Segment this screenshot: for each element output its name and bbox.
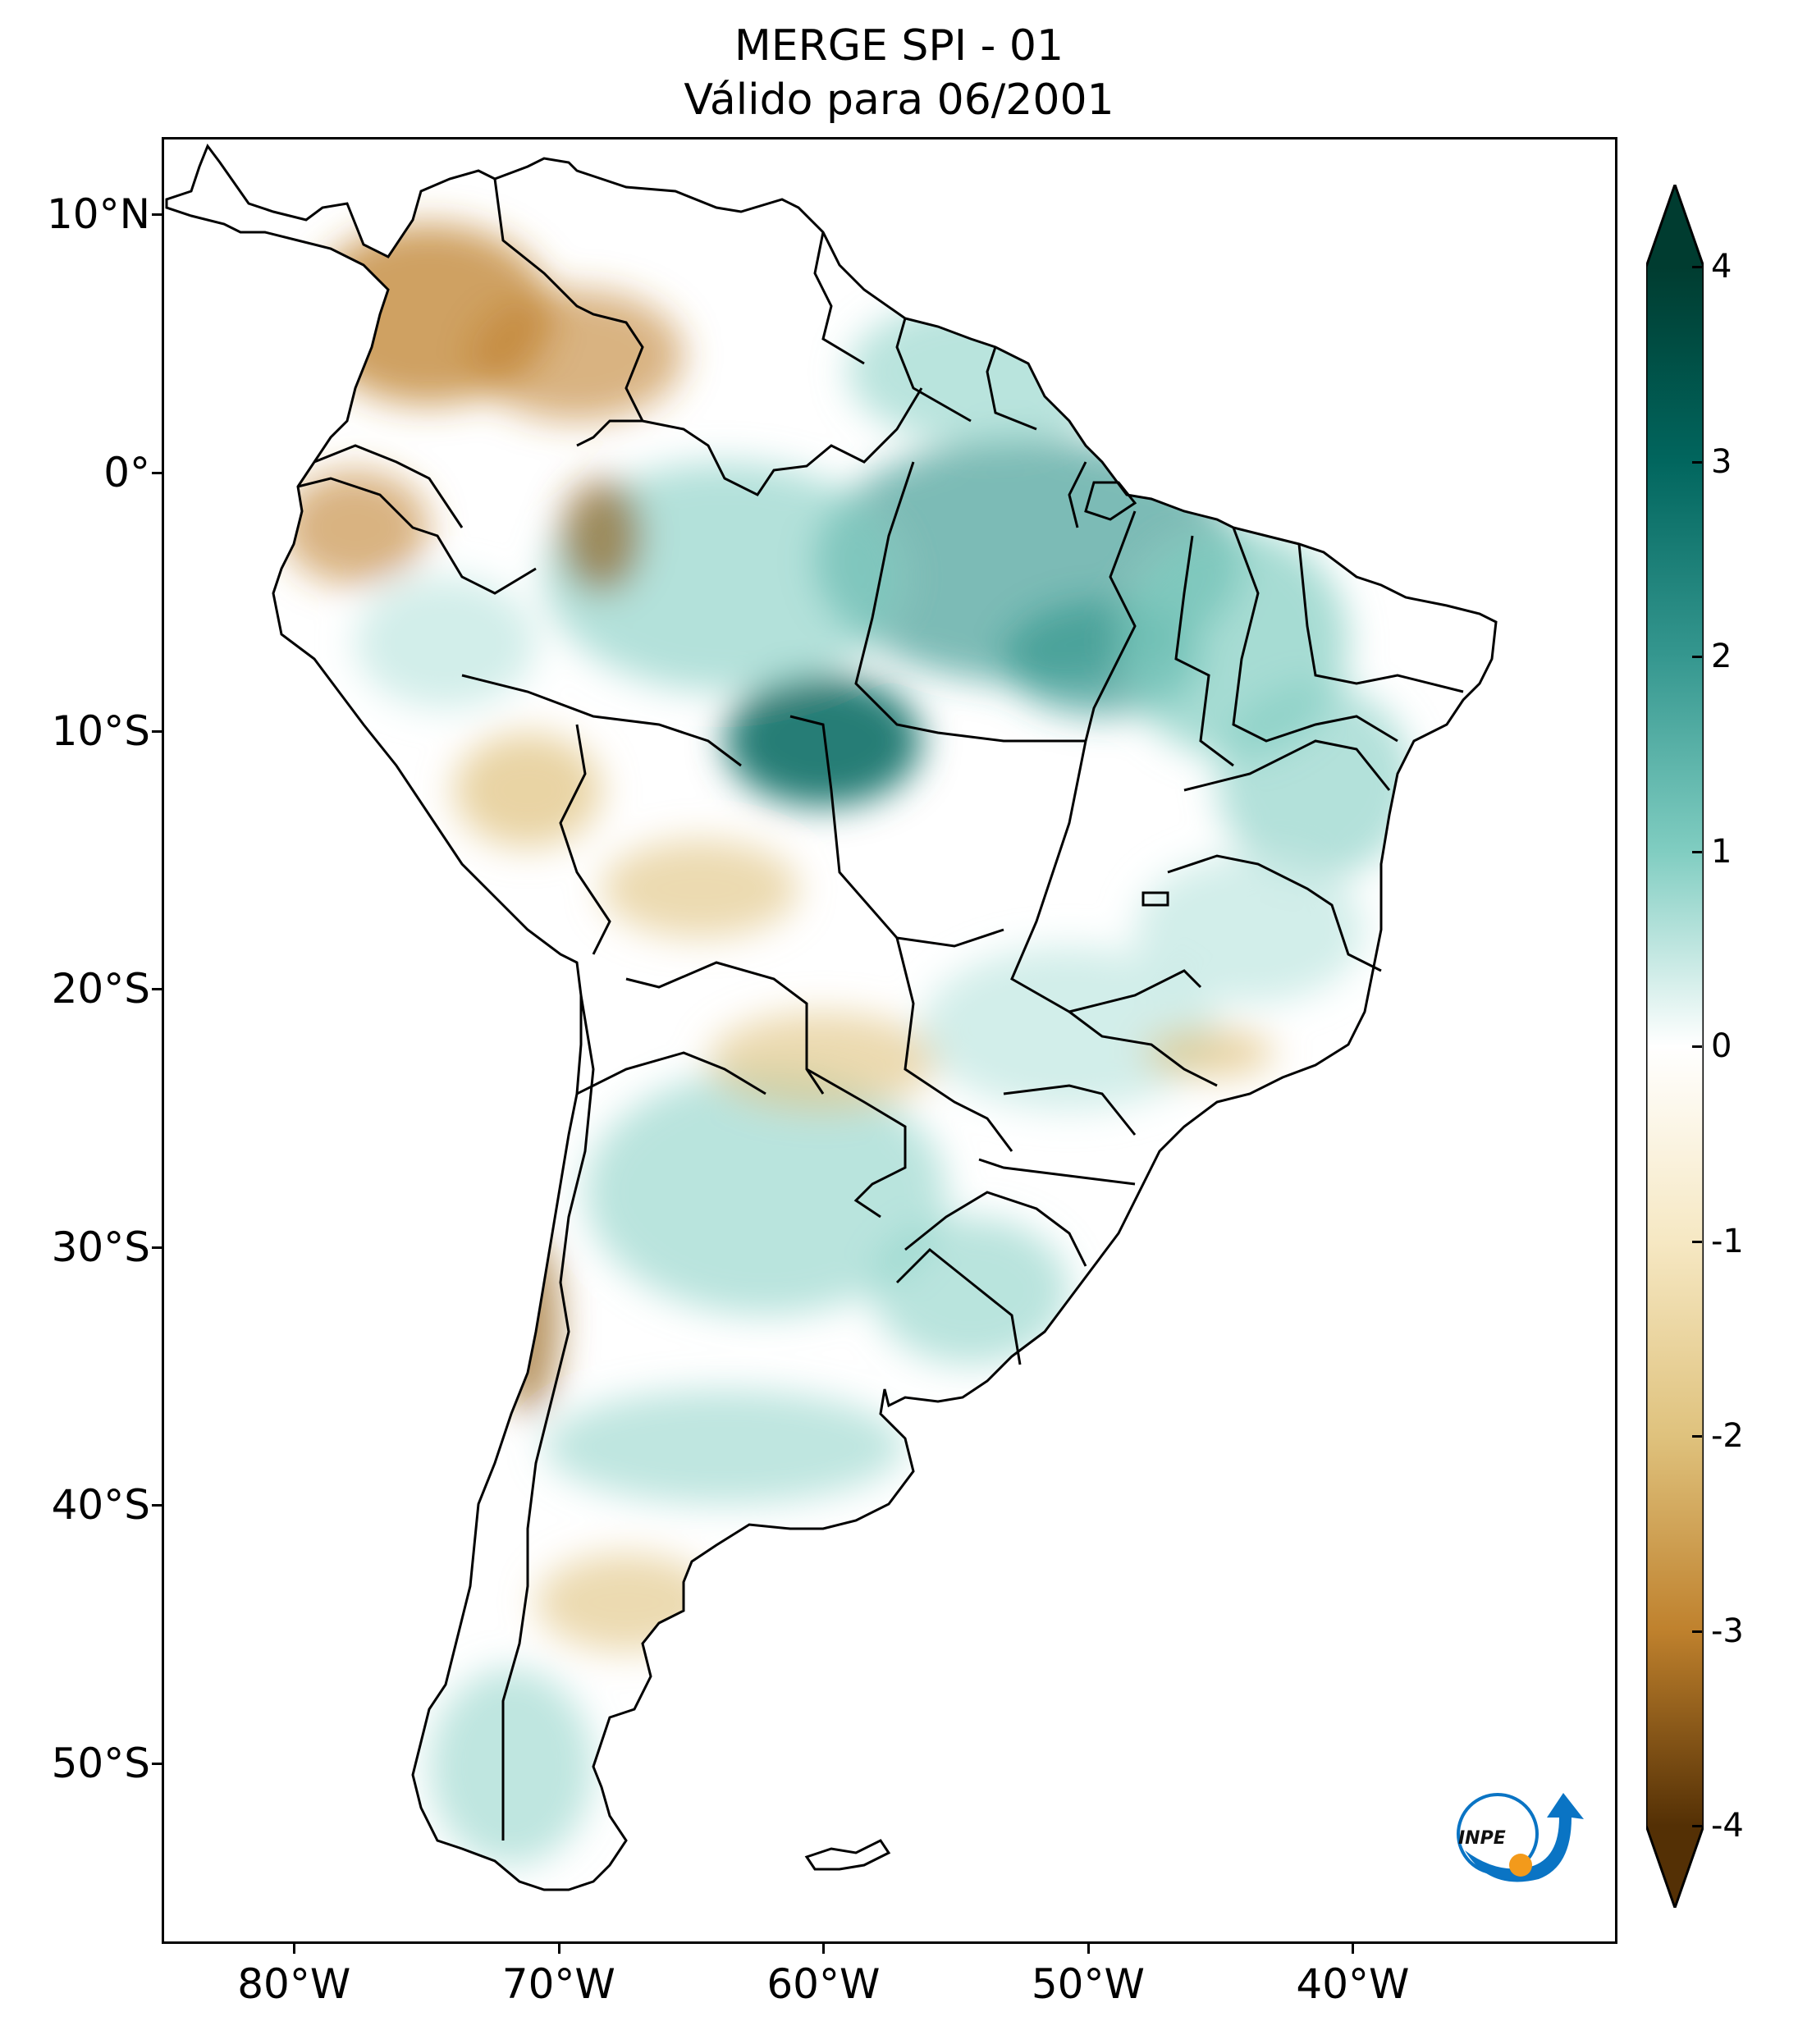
colorbar-tick-label: 4 <box>1711 248 1732 286</box>
map-subtitle: Válido para 06/2001 <box>684 75 1114 125</box>
colorbar-tick-label: 1 <box>1711 832 1732 871</box>
colorbar-tick-label: -4 <box>1711 1807 1744 1845</box>
logo-dot-icon <box>1509 1854 1532 1877</box>
map-title: MERGE SPI - 01 <box>734 21 1064 71</box>
colorbar-tick-mark <box>1692 1045 1702 1048</box>
logo-arrow-icon <box>1465 1793 1584 1882</box>
colorbar-tick-label: -1 <box>1711 1222 1744 1260</box>
lon-tick-label: 50°W <box>1031 1960 1145 2008</box>
colorbar-tick-mark <box>1692 460 1702 464</box>
colorbar-tick-mark <box>1692 850 1702 853</box>
lat-tick-label: 10°N <box>46 190 150 239</box>
lon-tick-label: 60°W <box>766 1960 881 2008</box>
lat-tick-label: 50°S <box>51 1739 150 1787</box>
lon-tick-mark <box>557 1944 560 1954</box>
lon-tick-mark <box>1087 1944 1090 1954</box>
colorbar-tick-label: 0 <box>1711 1027 1732 1065</box>
lat-tick-label: 10°S <box>51 706 150 755</box>
lon-tick-label: 40°W <box>1296 1960 1410 2008</box>
lat-tick-mark <box>152 1504 162 1507</box>
lon-tick-label: 80°W <box>237 1960 351 2008</box>
lon-tick-mark <box>293 1944 296 1954</box>
colorbar-extend-min <box>1646 1826 1704 1908</box>
colorbar-tick-label: -3 <box>1711 1612 1744 1650</box>
borders <box>165 143 1498 1891</box>
lat-tick-label: 0° <box>103 448 150 496</box>
inpe-logo: INPE <box>1457 1793 1584 1882</box>
colorbar-tick-label: -2 <box>1711 1417 1744 1455</box>
colorbar-tick-mark <box>1692 1435 1702 1438</box>
colorbar-tick-mark <box>1692 656 1702 658</box>
lat-tick-label: 20°S <box>51 965 150 1013</box>
lon-tick-label: 70°W <box>501 1960 615 2008</box>
spi-field <box>167 146 1496 1890</box>
colorbar-tick-mark <box>1692 1825 1702 1827</box>
map-panel <box>162 137 1617 1944</box>
lat-tick-mark <box>152 471 162 474</box>
colorbar-tick-mark <box>1692 266 1702 268</box>
lat-tick-mark <box>152 1246 162 1249</box>
lat-tick-label: 30°S <box>51 1223 150 1271</box>
lon-tick-mark <box>1352 1944 1355 1954</box>
lat-tick-mark <box>152 213 162 217</box>
colorbar-extend-max <box>1646 185 1704 267</box>
lat-tick-mark <box>152 729 162 733</box>
logo-text: INPE <box>1458 1828 1506 1849</box>
lat-tick-mark <box>152 988 162 991</box>
lon-tick-mark <box>822 1944 826 1954</box>
colorbar-tick-mark <box>1692 1630 1702 1633</box>
lat-tick-label: 40°S <box>51 1481 150 1530</box>
colorbar-tick-label: 2 <box>1711 638 1732 675</box>
spi-map <box>165 143 1498 1891</box>
colorbar-tick-label: 3 <box>1711 442 1732 481</box>
lat-tick-mark <box>152 1762 162 1765</box>
colorbar-tick-mark <box>1692 1240 1702 1243</box>
